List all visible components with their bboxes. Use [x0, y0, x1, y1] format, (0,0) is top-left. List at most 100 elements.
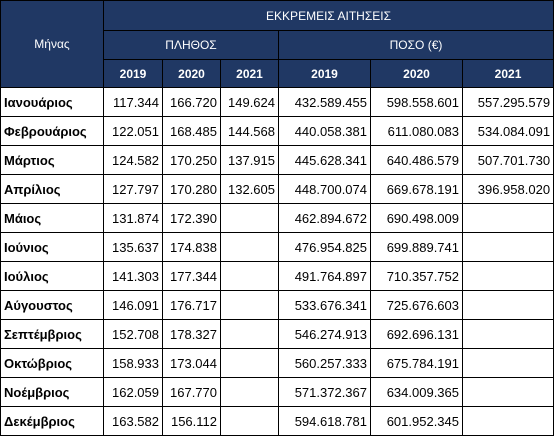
- count-2020-cell: 173.044: [162, 348, 221, 378]
- count-2021-cell: [220, 348, 279, 378]
- count-2020-cell: 176.717: [162, 290, 221, 320]
- amount-2019-cell: 432.589.455: [278, 87, 371, 117]
- table-row: Δεκέμβριος 163.582 156.112 594.618.781 601.9…: [0, 406, 554, 436]
- amount-2020-cell: 634.009.365: [370, 377, 463, 407]
- amount-2020-cell: 699.889.741: [370, 232, 463, 262]
- month-cell: Σεπτέμβριος: [0, 319, 104, 349]
- amount-2021-cell: [461, 232, 554, 262]
- amount-year-header: 2021: [461, 59, 554, 88]
- month-cell: Δεκέμβριος: [0, 406, 104, 436]
- month-cell: Απρίλιος: [0, 174, 104, 204]
- amount-2021-cell: 507.701.730: [461, 145, 554, 175]
- amount-2019-cell: 440.058.381: [278, 116, 371, 146]
- amount-2020-cell: 725.676.603: [370, 290, 463, 320]
- amount-2021-cell: [461, 261, 554, 291]
- amount-2021-cell: [461, 348, 554, 378]
- amount-2019-cell: 491.764.897: [278, 261, 371, 291]
- table-row: Ιανουάριος 117.344 166.720 149.624 432.589.4…: [0, 87, 554, 117]
- month-cell: Μάιος: [0, 203, 104, 233]
- amount-2020-cell: 669.678.191: [370, 174, 463, 204]
- count-2019-cell: 152.708: [103, 319, 163, 349]
- count-2021-cell: [220, 261, 279, 291]
- amount-year-header: 2019: [278, 59, 371, 88]
- month-cell: Ιανουάριος: [0, 87, 104, 117]
- month-cell: Αύγουστος: [0, 290, 104, 320]
- amount-2021-cell: 534.084.091: [461, 116, 554, 146]
- amount-2020-cell: 710.357.752: [370, 261, 463, 291]
- count-2019-cell: 163.582: [103, 406, 163, 436]
- amount-2021-cell: [461, 406, 554, 436]
- amount-2020-cell: 690.498.009: [370, 203, 463, 233]
- count-2021-cell: 137.915: [220, 145, 279, 175]
- count-2019-cell: 141.303: [103, 261, 163, 291]
- count-2021-cell: [220, 203, 279, 233]
- count-2020-cell: 177.344: [162, 261, 221, 291]
- amount-2021-cell: [461, 377, 554, 407]
- table-row: Φεβρουάριος 122.051 168.485 144.568 440.058.…: [0, 116, 554, 146]
- count-2021-cell: [220, 377, 279, 407]
- month-cell: Νοέμβριος: [0, 377, 104, 407]
- amount-2019-cell: 445.628.341: [278, 145, 371, 175]
- count-2019-cell: 117.344: [103, 87, 163, 117]
- month-cell: Φεβρουάριος: [0, 116, 104, 146]
- table-row: Μάρτιος 124.582 170.250 137.915 445.628.341 6…: [0, 145, 554, 175]
- count-2021-cell: 144.568: [220, 116, 279, 146]
- amount-2020-cell: 692.696.131: [370, 319, 463, 349]
- month-cell: Οκτώβριος: [0, 348, 104, 378]
- table-row: Αύγουστος 146.091 176.717 533.676.341 725.67…: [0, 290, 554, 320]
- table-row: Ιούλιος 141.303 177.344 491.764.897 710.357.…: [0, 261, 554, 291]
- count-2020-cell: 166.720: [162, 87, 221, 117]
- count-2019-cell: 162.059: [103, 377, 163, 407]
- amount-2019-cell: 448.700.074: [278, 174, 371, 204]
- count-2020-cell: 172.390: [162, 203, 221, 233]
- amount-2019-cell: 533.676.341: [278, 290, 371, 320]
- count-header: ΠΛΗΘΟΣ: [103, 30, 279, 60]
- table-row: Απρίλιος 127.797 170.280 132.605 448.700.074…: [0, 174, 554, 204]
- month-cell: Ιούνιος: [0, 232, 104, 262]
- amount-2021-cell: [461, 203, 554, 233]
- count-2021-cell: [220, 319, 279, 349]
- table-row: Μάιος 131.874 172.390 462.894.672 690.498.00…: [0, 203, 554, 233]
- count-2019-cell: 122.051: [103, 116, 163, 146]
- table-body: Ιανουάριος 117.344 166.720 149.624 432.589.4…: [0, 87, 554, 436]
- count-2019-cell: 131.874: [103, 203, 163, 233]
- amount-2021-cell: [461, 290, 554, 320]
- count-2020-cell: 178.327: [162, 319, 221, 349]
- count-2021-cell: [220, 406, 279, 436]
- amount-header: ΠΟΣΟ (€): [277, 30, 554, 60]
- amount-2021-cell: 396.958.020: [461, 174, 554, 204]
- amount-2020-cell: 601.952.345: [370, 406, 463, 436]
- count-2020-cell: 168.485: [162, 116, 221, 146]
- count-2021-cell: 149.624: [220, 87, 279, 117]
- amount-2019-cell: 476.954.825: [278, 232, 371, 262]
- count-2019-cell: 127.797: [103, 174, 163, 204]
- amount-2020-cell: 640.486.579: [370, 145, 463, 175]
- count-2020-cell: 156.112: [162, 406, 221, 436]
- table-row: Οκτώβριος 158.933 173.044 560.257.333 675.78…: [0, 348, 554, 378]
- count-2020-cell: 170.280: [162, 174, 221, 204]
- count-2019-cell: 124.582: [103, 145, 163, 175]
- amount-2020-cell: 675.784.191: [370, 348, 463, 378]
- count-year-header: 2021: [220, 59, 279, 88]
- amount-2021-cell: [461, 319, 554, 349]
- month-column-header: Μήνας: [0, 0, 104, 88]
- count-2020-cell: 170.250: [162, 145, 221, 175]
- count-2021-cell: [220, 232, 279, 262]
- table-header: Μήνας ΕΚΚΡΕΜΕΙΣ ΑΙΤΗΣΕΙΣ ΠΛΗΘΟΣ ΠΟΣΟ (€)…: [0, 0, 554, 88]
- count-year-header: 2020: [162, 59, 221, 88]
- count-2019-cell: 135.637: [103, 232, 163, 262]
- amount-2019-cell: 560.257.333: [278, 348, 371, 378]
- count-2020-cell: 174.838: [162, 232, 221, 262]
- count-2021-cell: 132.605: [220, 174, 279, 204]
- month-cell: Ιούλιος: [0, 261, 104, 291]
- amount-2019-cell: 571.372.367: [278, 377, 371, 407]
- count-2019-cell: 146.091: [103, 290, 163, 320]
- amount-2021-cell: 557.295.579: [461, 87, 554, 117]
- month-cell: Μάρτιος: [0, 145, 104, 175]
- table-row: Νοέμβριος 162.059 167.770 571.372.367 634.00…: [0, 377, 554, 407]
- amount-2019-cell: 462.894.672: [278, 203, 371, 233]
- count-2021-cell: [220, 290, 279, 320]
- table-row: Ιούνιος 135.637 174.838 476.954.825 699.889.…: [0, 232, 554, 262]
- amount-2020-cell: 611.080.083: [370, 116, 463, 146]
